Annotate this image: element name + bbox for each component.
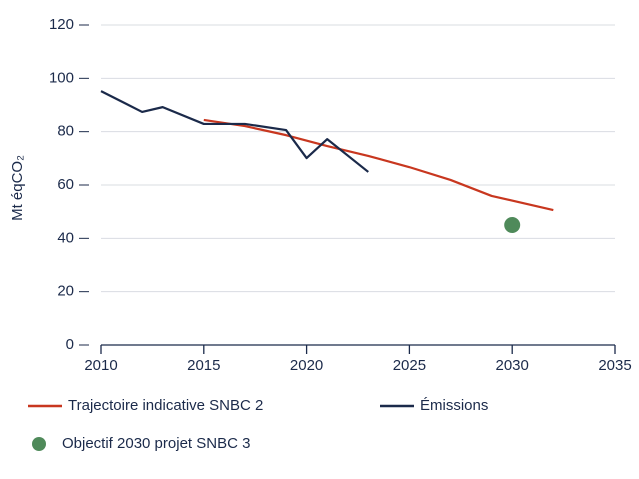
legend-label: Objectif 2030 projet SNBC 3 — [62, 435, 250, 452]
y-tick-label: 0 — [66, 336, 74, 353]
y-tick-label: 100 — [49, 69, 74, 86]
y-tick-label: 80 — [57, 123, 74, 140]
y-axis-label: Mt éqCO₂ — [9, 155, 26, 221]
y-tick-label: 60 — [57, 176, 74, 193]
marker — [504, 217, 521, 233]
line — [203, 118, 554, 212]
y-tick-label: 120 — [49, 16, 74, 33]
x-tick-label: 2030 — [496, 357, 529, 374]
x-tick-label: 2010 — [84, 357, 117, 374]
y-tick-label: 20 — [57, 283, 74, 300]
line — [100, 90, 369, 173]
legend-label: Émissions — [420, 397, 488, 414]
x-tick-label: 2015 — [187, 357, 220, 374]
x-tick-label: 2035 — [598, 357, 631, 374]
x-tick-label: 2025 — [393, 357, 426, 374]
x-tick-label: 2020 — [290, 357, 323, 374]
legend-marker — [32, 437, 46, 451]
legend-label: Trajectoire indicative SNBC 2 — [68, 397, 263, 414]
y-tick-label: 40 — [57, 229, 74, 246]
